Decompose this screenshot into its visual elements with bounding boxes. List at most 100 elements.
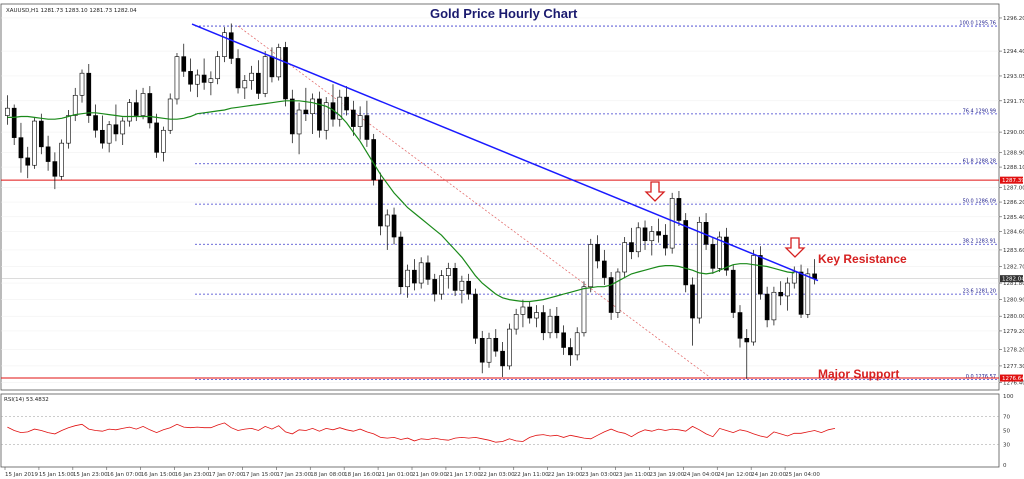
y-tick-label: 1284.60 (1003, 230, 1024, 236)
candle-body (561, 332, 566, 348)
price-tags: 1287.39 1276.64 1282.04 (1000, 176, 1024, 382)
candle-body (601, 260, 607, 278)
candle-body (744, 337, 750, 343)
candle-body (764, 293, 770, 321)
y-tick-label: 1294.40 (1003, 49, 1024, 55)
candle-body (805, 273, 811, 315)
x-tick-label: 18 Jan 16:00 (344, 472, 379, 478)
fib-level-label: 38.2 1283.91 (963, 239, 996, 245)
candle-body (669, 198, 675, 249)
down-arrow-icon (644, 181, 666, 202)
candle-body (588, 244, 594, 288)
candle-body (323, 102, 329, 131)
candle-body (568, 347, 573, 356)
fib-level-label: 76.4 1290.99 (963, 108, 996, 114)
candle-body (357, 115, 363, 127)
candle-body (5, 107, 10, 116)
candle-body (79, 72, 85, 96)
candle-body (289, 98, 295, 135)
candle-body (554, 315, 560, 334)
candle-body (161, 129, 166, 153)
y-tick-label: 1279.20 (1003, 329, 1024, 335)
down-arrow-icon (784, 237, 806, 258)
fibonacci-levels: 100.0 1295.76 76.4 1290.99 61.8 1288.28 50.… (195, 21, 999, 380)
x-tick-label: 17 Jan 15:00 (242, 472, 277, 478)
x-tick-label: 22 Jan 19:00 (548, 472, 583, 478)
candle-body (140, 93, 146, 116)
x-tick-label: 15 Jan 15:00 (39, 472, 74, 478)
rsi-tick-label: 70 (1003, 415, 1010, 421)
candle-body (201, 74, 207, 83)
rsi-panel-frame (0, 393, 1000, 468)
candle-body (303, 109, 309, 114)
candle-body (18, 137, 24, 159)
candle-body (500, 350, 505, 367)
candle-body (167, 98, 173, 131)
candle-body (615, 271, 621, 313)
candle-body (629, 242, 634, 253)
rsi-label: RSI(14) 53.4832 (4, 397, 49, 403)
x-tick-label: 22 Jan 11:00 (514, 472, 549, 478)
candle-body (262, 56, 268, 94)
candle-body (432, 279, 438, 295)
y-tick-label: 1293.05 (1003, 74, 1024, 80)
candle-body (649, 231, 655, 242)
candle-body (283, 47, 288, 100)
y-tick-label: 1278.20 (1003, 347, 1024, 353)
candle-body (181, 56, 187, 72)
candle-body (439, 275, 444, 295)
candle-body (364, 115, 370, 140)
candle-body (391, 214, 397, 238)
candle-body (208, 78, 214, 83)
grid-lines (1, 17, 999, 383)
candle-body (724, 236, 729, 271)
fib-level-label: 100.0 1295.76 (959, 21, 996, 27)
candle-body (66, 115, 71, 144)
y-tick-label: 1296.20 (1003, 16, 1024, 22)
rsi-line (7, 422, 836, 443)
y-tick-label: 1280.00 (1003, 314, 1024, 320)
y-tick-label: 1281.80 (1003, 281, 1024, 287)
candle-body (452, 268, 458, 291)
candle-body (93, 115, 98, 131)
candle-body (32, 120, 37, 166)
candle-body (384, 214, 390, 227)
candle-body (194, 74, 200, 85)
candle-body (778, 291, 784, 297)
candle-body (256, 72, 261, 94)
current-price-tag: 1282.04 (1002, 277, 1024, 283)
chart-header: XAUUSD,H1 1281.73 1283.10 1281.73 1282.0… (6, 8, 137, 14)
x-tick-label: 24 Jan 12:00 (717, 472, 752, 478)
candle-body (486, 337, 492, 363)
x-tick-label: 23 Jan 03:00 (582, 472, 617, 478)
candle-body (751, 255, 756, 343)
y-tick-label: 1283.60 (1003, 248, 1024, 254)
candle-body (479, 337, 485, 363)
candle-body (466, 280, 471, 295)
candle-body (228, 32, 234, 59)
candle-body (791, 271, 797, 284)
x-tick-label: 24 Jan 20:00 (751, 472, 786, 478)
candle-body (412, 269, 417, 284)
x-tick-label: 25 Jan 04:00 (785, 472, 820, 478)
candle-body (147, 93, 153, 124)
x-tick-label: 17 Jan 23:00 (276, 472, 311, 478)
candle-body (59, 142, 64, 177)
candle-body (351, 109, 356, 127)
x-tick-label: 16 Jan 15:00 (141, 472, 176, 478)
candle-body (38, 120, 44, 148)
candle-body (581, 286, 587, 334)
candle-body (45, 146, 51, 162)
y-tick-label: 1288.90 (1003, 150, 1024, 156)
y-tick-label: 1288.10 (1003, 165, 1024, 171)
x-tick-label: 17 Jan 07:00 (209, 472, 244, 478)
candle-body (635, 227, 641, 253)
current-price-tag-bg (1000, 275, 1023, 283)
candle-body (696, 222, 702, 319)
x-tick-label: 23 Jan 11:00 (616, 472, 651, 478)
candle-body (737, 312, 743, 339)
candle-body (174, 56, 180, 100)
candle-body (127, 102, 132, 122)
candle-body (296, 109, 302, 135)
candle-body (188, 71, 193, 85)
